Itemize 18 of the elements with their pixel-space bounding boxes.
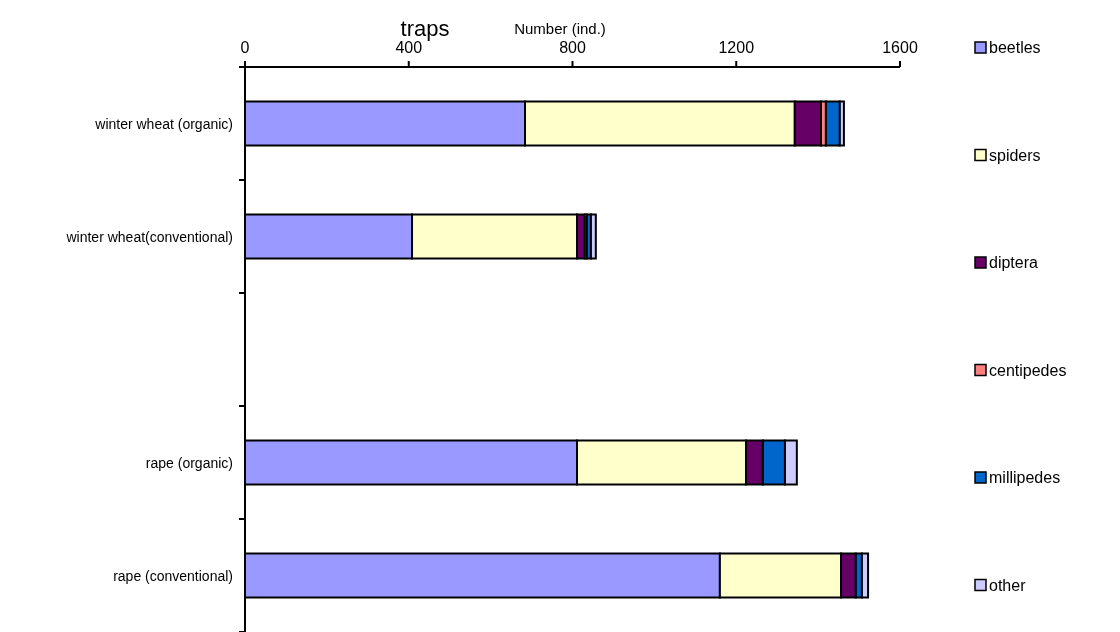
x-tick-label: 0 <box>240 39 250 56</box>
legend-label: diptera <box>989 254 1039 271</box>
y-tick-label: winter wheat (organic) <box>94 115 233 132</box>
chart-title: traps <box>400 16 450 41</box>
x-tick-label: 1600 <box>882 39 918 56</box>
legend-label: other <box>989 576 1027 594</box>
x-tick-label: 400 <box>395 39 423 56</box>
y-tick-label: rape (organic) <box>145 454 233 471</box>
legend-label: spiders <box>989 146 1041 164</box>
legend-label: beetles <box>989 39 1041 56</box>
x-tick-label: 1200 <box>718 39 755 56</box>
legend-label: centipedes <box>989 361 1067 379</box>
bar <box>589 213 597 260</box>
legend-label: millipedes <box>989 469 1061 486</box>
y-tick-label: rape (conventional) <box>113 567 233 584</box>
x-axis-title: Number (ind.) <box>514 20 606 37</box>
y-tick-label: winter wheat(conventional) <box>65 228 233 245</box>
x-tick-label: 800 <box>559 39 586 56</box>
